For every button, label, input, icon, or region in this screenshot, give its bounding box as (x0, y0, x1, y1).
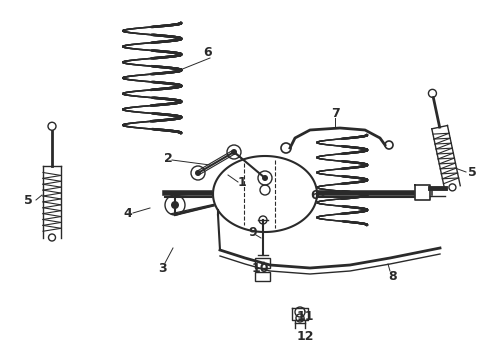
Circle shape (231, 149, 237, 155)
Text: 5: 5 (24, 194, 32, 207)
Text: 6: 6 (311, 189, 319, 202)
Circle shape (171, 201, 179, 209)
Circle shape (195, 170, 201, 176)
Text: 7: 7 (331, 107, 340, 120)
Bar (255, 272, 270, 281)
Text: 3: 3 (158, 261, 166, 274)
Polygon shape (213, 156, 317, 232)
Text: 10: 10 (251, 261, 269, 274)
Text: 4: 4 (123, 207, 132, 220)
Bar (255, 258, 270, 268)
Text: 12: 12 (296, 329, 314, 342)
Text: 5: 5 (467, 166, 476, 179)
Polygon shape (415, 185, 430, 200)
Text: 1: 1 (238, 176, 246, 189)
Text: 9: 9 (249, 225, 257, 239)
Text: 6: 6 (204, 45, 212, 59)
Text: 11: 11 (296, 310, 314, 323)
Text: 8: 8 (389, 270, 397, 283)
Circle shape (262, 175, 268, 181)
Text: 2: 2 (164, 152, 172, 165)
